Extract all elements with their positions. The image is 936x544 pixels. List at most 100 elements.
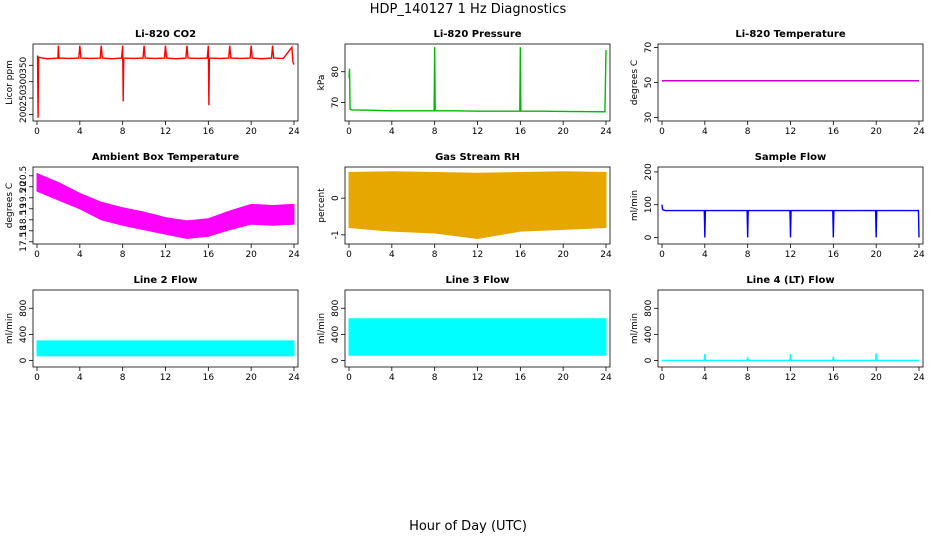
x-tick-label: 0 [659,373,665,383]
x-tick-label: 12 [472,373,483,383]
y-tick-label: 20.5 [19,166,29,186]
x-tick-label: 20 [557,373,569,383]
y-axis-label: ml/min [317,313,327,344]
x-tick-label: 0 [659,127,665,137]
x-tick-label: 24 [913,127,925,137]
y-axis-label: ml/min [5,313,15,344]
x-tick-label: 24 [600,127,612,137]
y-tick-label: 0 [644,234,654,240]
x-tick-label: 8 [432,250,438,260]
x-tick-label: 24 [600,250,612,260]
y-tick-label: 19.5 [19,188,29,208]
panel-title: Line 4 (LT) Flow [746,275,834,286]
y-axis-label: degrees C [5,183,15,228]
x-tick-label: 20 [245,127,257,137]
panel-title: Line 3 Flow [446,275,510,286]
y-tick-label: 70 [331,97,341,109]
x-tick-label: 8 [120,373,126,383]
panel: Sample Flow 0 4 8 12 16 20 24 0 100 200 ml/min [630,152,925,260]
x-tick-label: 16 [828,373,840,383]
x-tick-label: 8 [432,373,438,383]
x-tick-label: 16 [828,250,840,260]
y-tick-label: 250 [19,89,29,106]
y-tick-label: 200 [644,163,654,180]
x-tick-label: 0 [659,250,665,260]
x-tick-label: 12 [785,127,796,137]
figure-title: HDP_140127 1 Hz Diagnostics [369,2,567,17]
x-tick-label: 12 [785,373,796,383]
x-tick-label: 8 [745,250,751,260]
x-tick-label: 12 [160,127,171,137]
series-line [661,204,920,238]
series-band [348,171,607,240]
x-tick-label: 24 [288,250,300,260]
x-tick-label: 4 [389,127,395,137]
y-tick-label: 0 [19,357,29,363]
y-tick-label: 0 [331,357,341,363]
x-tick-label: 8 [120,250,126,260]
panel: Gas Stream RH 0 4 8 12 16 20 24 -1 0 percent [317,152,612,260]
x-tick-label: 20 [557,127,569,137]
x-tick-label: 4 [702,127,708,137]
plot-frame [657,43,924,122]
panel-title: Li-820 Temperature [735,29,845,40]
panel: Line 3 Flow 0 4 8 12 16 20 24 0 400 800 ml/min [317,275,612,383]
y-tick-label: 400 [19,326,29,343]
panel-title: Line 2 Flow [134,275,198,286]
y-tick-label: -1 [331,230,341,239]
x-tick-label: 20 [870,250,882,260]
x-tick-label: 0 [346,127,352,137]
x-tick-label: 8 [432,127,438,137]
series-band [36,172,295,240]
y-axis-label: kPa [317,75,327,91]
x-tick-label: 16 [203,127,215,137]
y-axis-label: ml/min [630,190,640,221]
series-line [348,47,607,113]
y-tick-label: 400 [644,326,654,343]
y-tick-label: 400 [331,326,341,343]
x-tick-label: 12 [160,250,171,260]
y-tick-label: 350 [19,56,29,73]
x-tick-label: 4 [702,373,708,383]
y-tick-label: 100 [644,196,654,213]
y-tick-label: 80 [331,66,341,78]
x-tick-label: 0 [34,250,40,260]
x-tick-label: 24 [288,127,300,137]
x-tick-label: 4 [77,373,83,383]
y-tick-label: 70 [644,42,654,54]
panel-title: Sample Flow [755,152,827,163]
x-tick-label: 8 [745,127,751,137]
y-tick-label: 18 [19,225,29,237]
panel-title: Li-820 Pressure [433,29,521,40]
x-tick-label: 24 [913,250,925,260]
y-tick-label: 17.5 [19,232,29,252]
series-line [662,353,919,362]
x-tick-label: 24 [288,373,300,383]
x-tick-label: 8 [745,373,751,383]
y-tick-label: 19 [19,203,29,215]
y-tick-label: 50 [644,77,654,89]
panel-title: Li-820 CO2 [135,29,196,40]
y-tick-label: 18.5 [19,210,29,230]
x-tick-label: 0 [34,373,40,383]
x-tick-label: 16 [828,127,840,137]
x-tick-label: 20 [557,250,569,260]
panel: Li-820 Pressure 0 4 8 12 16 20 24 70 80 kPa [317,29,612,137]
figure-x-label: Hour of Day (UTC) [409,519,527,534]
y-tick-label: 200 [19,106,29,123]
x-tick-label: 4 [77,250,83,260]
y-tick-label: 800 [331,299,341,316]
panel: Line 2 Flow 0 4 8 12 16 20 24 0 400 800 ml/min [5,275,300,383]
panel-title: Ambient Box Temperature [92,152,239,163]
panel: Line 4 (LT) Flow 0 4 8 12 16 20 24 0 400 800 ml/min [630,275,925,383]
y-tick-label: 800 [644,299,654,316]
x-tick-label: 20 [245,373,257,383]
x-tick-label: 0 [34,127,40,137]
x-tick-label: 20 [245,250,257,260]
series-band [36,340,295,357]
series-band [348,318,607,356]
x-tick-label: 0 [346,373,352,383]
x-tick-label: 24 [913,373,925,383]
